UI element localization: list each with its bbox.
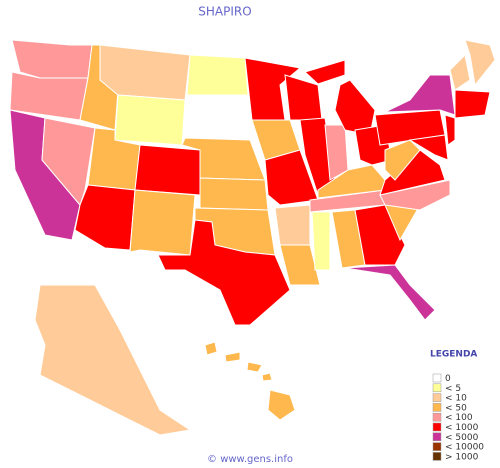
- state: [224, 351, 241, 363]
- state: [408, 134, 449, 161]
- state: [184, 94, 251, 141]
- state: [449, 53, 471, 91]
- state: [344, 264, 436, 321]
- state: [311, 211, 331, 271]
- state: [134, 144, 201, 196]
- legend-swatch: [432, 393, 442, 402]
- legend-title: LEGENDA: [430, 350, 477, 360]
- state: [204, 341, 218, 356]
- legend-label: < 5: [445, 384, 461, 394]
- state: [74, 184, 136, 251]
- legend-swatch: [432, 432, 442, 442]
- state: [99, 44, 191, 101]
- state: [384, 139, 421, 181]
- state: [384, 74, 456, 116]
- legend-swatch: [432, 412, 442, 422]
- state: [11, 39, 93, 79]
- legend-label: < 10: [445, 394, 467, 404]
- legend-swatch: [432, 452, 442, 461]
- legend-label: 0: [445, 374, 451, 384]
- state: [454, 89, 491, 119]
- state: [157, 219, 291, 326]
- state: [304, 59, 346, 85]
- state: [129, 189, 196, 256]
- states: [9, 39, 496, 436]
- legend-label: > 1000: [445, 452, 479, 462]
- state: [246, 361, 263, 373]
- legend-swatch: [432, 442, 442, 451]
- state: [34, 284, 192, 436]
- legend-swatch: [432, 383, 442, 393]
- state: [379, 179, 451, 211]
- state: [324, 124, 349, 181]
- state: [267, 389, 296, 421]
- legend-label: < 10000: [445, 443, 484, 453]
- state: [279, 244, 321, 286]
- state: [274, 204, 311, 246]
- legend-swatch: [432, 403, 442, 412]
- footer: © www.gens.info: [207, 454, 293, 465]
- legend-swatch: [432, 373, 442, 383]
- map-title: SHAPIRO: [198, 5, 251, 19]
- state: [199, 177, 269, 211]
- legend-label: < 5000: [445, 433, 479, 443]
- state: [261, 372, 273, 382]
- state: [264, 149, 319, 206]
- state: [464, 39, 496, 87]
- legend-label: < 50: [445, 403, 467, 413]
- state: [444, 114, 456, 146]
- legend-label: < 100: [445, 413, 473, 423]
- state: [114, 94, 186, 146]
- state: [244, 57, 302, 121]
- legend-swatch: [432, 422, 442, 432]
- state: [186, 54, 249, 96]
- legend: 0< 5< 10< 50< 100< 1000< 5000< 10000> 10…: [432, 373, 484, 462]
- legend-label: < 1000: [445, 423, 479, 433]
